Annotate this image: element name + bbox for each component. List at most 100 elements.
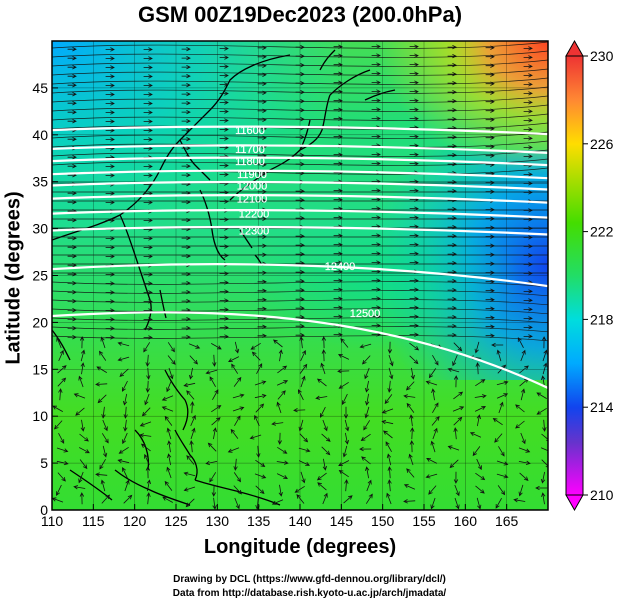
wind-arrow (189, 355, 199, 365)
wind-arrow (295, 135, 305, 140)
wind-arrow (124, 479, 130, 492)
wind-arrow (426, 458, 438, 464)
wind-arrow (542, 362, 548, 375)
wind-arrow (79, 492, 85, 505)
wind-arrow (485, 270, 495, 275)
wind-arrow (342, 393, 348, 405)
wind-arrow (212, 354, 217, 367)
wind-arrow (409, 414, 414, 427)
wind-arrow (523, 334, 533, 339)
wind-arrow (447, 116, 457, 122)
wind-arrow (97, 394, 107, 404)
wind-arrow (219, 271, 229, 276)
height-contour-line (52, 311, 548, 389)
wind-arrow (333, 278, 343, 283)
wind-arrow (333, 89, 343, 94)
wind-arrow (343, 495, 353, 504)
wind-arrow (371, 152, 381, 157)
wind-arrow (371, 89, 381, 94)
wind-arrow (181, 64, 191, 70)
streamline (52, 299, 548, 306)
wind-arrow (276, 401, 282, 414)
wind-arrow (430, 440, 436, 453)
wind-arrow (123, 406, 128, 419)
wind-arrow (105, 92, 115, 97)
wind-arrow (181, 244, 191, 250)
wind-arrow (295, 189, 305, 194)
wind-arrow (143, 272, 153, 277)
wind-arrow (523, 190, 533, 195)
wind-arrow (447, 206, 457, 212)
wind-arrow (523, 145, 533, 150)
wind-arrow (333, 98, 343, 103)
wind-arrow (257, 234, 267, 240)
wind-arrow (431, 416, 440, 426)
wind-arrow (67, 190, 77, 196)
wind-arrow (333, 71, 343, 76)
wind-arrow (387, 479, 392, 492)
wind-arrow (523, 325, 533, 330)
streamline (52, 308, 548, 315)
height-contour-line (52, 144, 548, 154)
wind-arrow (278, 484, 283, 497)
wind-arrow (105, 317, 115, 322)
wind-arrow (250, 342, 261, 350)
wind-arrow (257, 90, 267, 96)
wind-arrow (447, 161, 457, 167)
wind-arrow (122, 432, 128, 445)
wind-arrow (219, 163, 229, 168)
wind-arrow (105, 191, 115, 196)
wind-arrow (523, 316, 533, 321)
wind-arrow (101, 406, 106, 419)
y-tick-label: 45 (32, 80, 48, 96)
wind-arrow (181, 298, 191, 304)
wind-arrow (300, 375, 306, 388)
wind-arrow (485, 72, 495, 77)
wind-arrow (233, 458, 238, 471)
wind-arrow (255, 459, 266, 467)
wind-arrow (219, 136, 229, 141)
wind-arrow (371, 314, 381, 319)
wind-arrow (447, 107, 457, 113)
wind-arrow (189, 367, 194, 380)
wind-arrow (333, 233, 343, 238)
wind-arrow (257, 216, 267, 222)
wind-arrow (469, 432, 482, 438)
wind-arrow (296, 494, 305, 504)
wind-arrow (181, 55, 191, 61)
wind-arrow (361, 456, 371, 465)
wind-arrow (321, 349, 326, 362)
wind-arrow (365, 493, 373, 504)
wind-arrow (143, 317, 153, 322)
wind-arrow (447, 44, 457, 50)
wind-arrow (143, 101, 153, 106)
wind-arrow (409, 188, 419, 193)
wind-arrow (333, 269, 343, 274)
wind-arrow (496, 380, 509, 386)
wind-arrow (295, 216, 305, 221)
wind-arrow (143, 254, 153, 259)
wind-arrow (167, 355, 176, 365)
wind-arrow (523, 226, 533, 231)
wind-arrow (145, 354, 150, 367)
wind-arrow (219, 190, 229, 195)
wind-arrow (211, 417, 221, 426)
height-contour-line (52, 180, 548, 191)
wind-arrow (333, 161, 343, 166)
wind-arrow (105, 110, 115, 115)
wind-arrow (536, 407, 547, 415)
wind-arrow (96, 366, 108, 373)
wind-arrow (475, 362, 480, 375)
wind-arrow (295, 171, 305, 176)
wind-arrow (118, 446, 129, 454)
wind-arrow (257, 198, 267, 204)
colorbar-tick-label: 222 (590, 224, 614, 240)
wind-arrow (67, 109, 77, 115)
wind-arrow (523, 289, 533, 294)
wind-arrow (181, 100, 191, 106)
wind-arrow (520, 388, 526, 401)
wind-arrow (105, 272, 115, 277)
wind-arrow (317, 482, 327, 491)
wind-arrow (294, 485, 305, 493)
wind-arrow (105, 101, 115, 106)
